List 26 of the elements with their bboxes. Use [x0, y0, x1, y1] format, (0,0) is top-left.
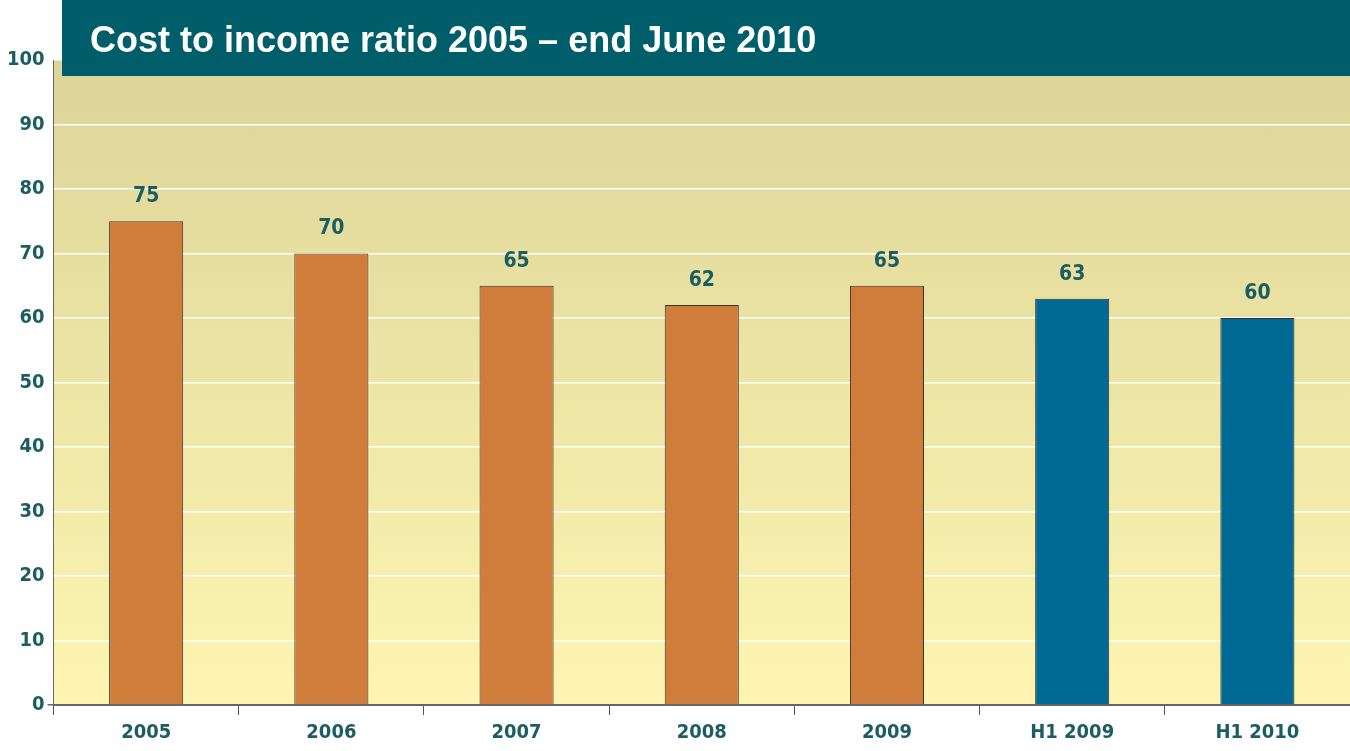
x-tick-label: 2007: [491, 719, 542, 744]
x-tick-label: 2008: [676, 719, 727, 744]
y-tick-label: 100: [7, 46, 45, 71]
y-tick-label: 70: [19, 239, 45, 264]
x-tick-label: 2006: [306, 719, 357, 744]
data-label: 63: [1059, 260, 1086, 285]
y-tick-label: 10: [19, 626, 45, 651]
y-tick-label: 20: [19, 562, 45, 587]
x-tick-label: H1 2010: [1215, 719, 1300, 744]
data-label: 65: [503, 247, 530, 272]
y-tick-label: 0: [32, 691, 45, 716]
x-tick-label: 2009: [861, 719, 913, 744]
data-label: 75: [133, 183, 160, 208]
y-tick-label: 60: [19, 304, 45, 329]
y-tick-label: 90: [19, 110, 45, 135]
y-tick-label: 30: [19, 497, 45, 522]
data-label: 60: [1244, 279, 1271, 304]
data-label: 65: [873, 247, 901, 272]
x-tick-label: 2005: [121, 719, 172, 744]
data-label: 70: [318, 215, 345, 240]
y-tick-label: 80: [19, 175, 45, 200]
y-tick-label: 40: [19, 433, 45, 458]
data-label: 62: [688, 267, 715, 292]
x-tick-label: H1 2009: [1030, 719, 1115, 744]
y-tick-label: 50: [19, 368, 45, 393]
chart-title: Cost to income ratio 2005 – end June 2010: [89, 18, 817, 62]
